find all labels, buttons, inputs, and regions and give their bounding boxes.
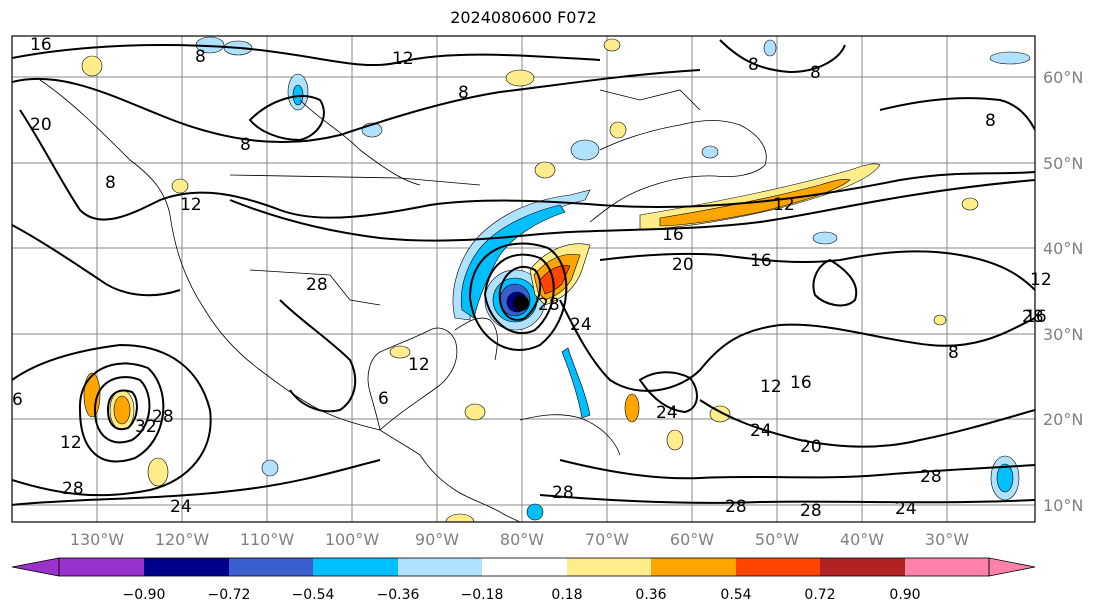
colorbar-bin xyxy=(398,558,482,576)
contours xyxy=(12,39,1035,506)
lon-label: 30°W xyxy=(925,530,969,549)
contour-label: 6 xyxy=(12,390,23,410)
colorbar-tick-label: −0.90 xyxy=(123,587,166,603)
lat-label: 20°N xyxy=(1043,410,1083,429)
lon-label: 50°W xyxy=(755,530,799,549)
colorbar-bin xyxy=(313,558,398,576)
lon-label: 70°W xyxy=(585,530,629,549)
colorbar-tick-label: −0.36 xyxy=(377,587,420,603)
colorbar-bin xyxy=(651,558,736,576)
map-frame xyxy=(11,35,1036,523)
contour-label: 16 xyxy=(750,251,772,271)
contour-label: 28 xyxy=(725,497,747,517)
contour-label: 12 xyxy=(408,355,430,375)
contour-label: 28 xyxy=(552,483,574,503)
contour-label: 16 xyxy=(662,225,684,245)
colorbar-bin xyxy=(567,558,651,576)
longitude-labels: 130°W 120°W 110°W 100°W 90°W 80°W 70°W 6… xyxy=(70,530,969,549)
map-title: 2024080600 F072 xyxy=(450,8,597,27)
contour-label: 24 xyxy=(750,421,772,441)
lon-label: 130°W xyxy=(70,530,125,549)
cyclone-center xyxy=(513,295,529,311)
contour-label: 8 xyxy=(948,343,959,363)
colorbar: −0.90 −0.72 −0.54 −0.36 −0.18 0.18 0.36 … xyxy=(11,557,1036,603)
colorbar-bin xyxy=(905,558,989,576)
contour-label: 32 xyxy=(135,417,157,437)
contour-label: 12 xyxy=(760,377,782,397)
colorbar-bin xyxy=(59,558,144,576)
latitude-labels: 60°N 50°N 40°N 30°N 20°N 10°N xyxy=(1043,68,1083,515)
colorbar-tick-label: 0.72 xyxy=(804,587,835,603)
lon-label: 100°W xyxy=(325,530,380,549)
contour-label: 12 xyxy=(60,433,82,453)
contour-label: 16 xyxy=(1025,307,1047,327)
colorbar-tick-label: 0.18 xyxy=(551,587,582,603)
colorbar-bin xyxy=(144,558,229,576)
contour-label: 16 xyxy=(790,373,812,393)
colorbar-bin xyxy=(482,558,567,576)
contour-label: 28 xyxy=(62,479,84,499)
colorbar-tick-label: −0.54 xyxy=(292,587,335,603)
contour-label: 16 xyxy=(30,35,52,55)
contour-labels: 16 8 12 8 8 20 8 12 8 16 12 28 20 16 12 … xyxy=(12,35,1052,521)
lat-label: 40°N xyxy=(1043,239,1083,258)
contour-label: 6 xyxy=(378,389,389,409)
colorbar-bin xyxy=(736,558,820,576)
contour-label: 12 xyxy=(180,195,202,215)
contour-label: 28 xyxy=(152,407,174,427)
contour-label: 28 xyxy=(920,467,942,487)
contour-label: 12 xyxy=(1030,270,1052,290)
contour-label: 8 xyxy=(195,47,206,67)
lat-label: 10°N xyxy=(1043,496,1083,515)
contour-label: 20 xyxy=(30,115,52,135)
contour-label: 8 xyxy=(985,111,996,131)
colorbar-tick-label: −0.72 xyxy=(208,587,251,603)
lon-label: 80°W xyxy=(500,530,544,549)
contour-label: 28 xyxy=(1022,307,1044,327)
contour-label: 24 xyxy=(656,403,678,423)
contour-label: 8 xyxy=(240,135,251,155)
contour-label: 20 xyxy=(672,255,694,275)
lat-label: 30°N xyxy=(1043,325,1083,344)
contour-label: 12 xyxy=(392,49,414,69)
lon-label: 60°W xyxy=(670,530,714,549)
colorbar-extend-low xyxy=(11,557,60,577)
colorbar-extend-high xyxy=(988,557,1036,577)
lon-label: 90°W xyxy=(415,530,459,549)
contour-label: 24 xyxy=(895,499,917,519)
contour-label: 8 xyxy=(105,173,116,193)
lon-label: 120°W xyxy=(155,530,210,549)
lon-label: 40°W xyxy=(840,530,884,549)
lat-label: 60°N xyxy=(1043,68,1083,87)
contour-label: 28 xyxy=(538,295,560,315)
colorbar-bin xyxy=(229,558,313,576)
lon-label: 110°W xyxy=(240,530,295,549)
contour-label: 8 xyxy=(748,55,759,75)
lat-label: 50°N xyxy=(1043,154,1083,173)
contour-label: 24 xyxy=(170,497,192,517)
colorbar-bin xyxy=(820,558,905,576)
contour-label: 28 xyxy=(306,275,328,295)
colorbar-tick-label: 0.90 xyxy=(889,587,920,603)
colorbar-tick-label: −0.18 xyxy=(461,587,504,603)
contour-label: 20 xyxy=(800,437,822,457)
contour-label: 28 xyxy=(800,501,822,521)
colorbar-tick-label: 0.36 xyxy=(635,587,666,603)
contour-label: 8 xyxy=(810,63,821,83)
coastlines xyxy=(39,79,767,522)
colorbar-tick-label: 0.54 xyxy=(720,587,751,603)
contour-label: 8 xyxy=(458,83,469,103)
colorbar-outline xyxy=(58,557,990,577)
contour-label: 24 xyxy=(570,315,592,335)
contour-label: 12 xyxy=(773,195,795,215)
